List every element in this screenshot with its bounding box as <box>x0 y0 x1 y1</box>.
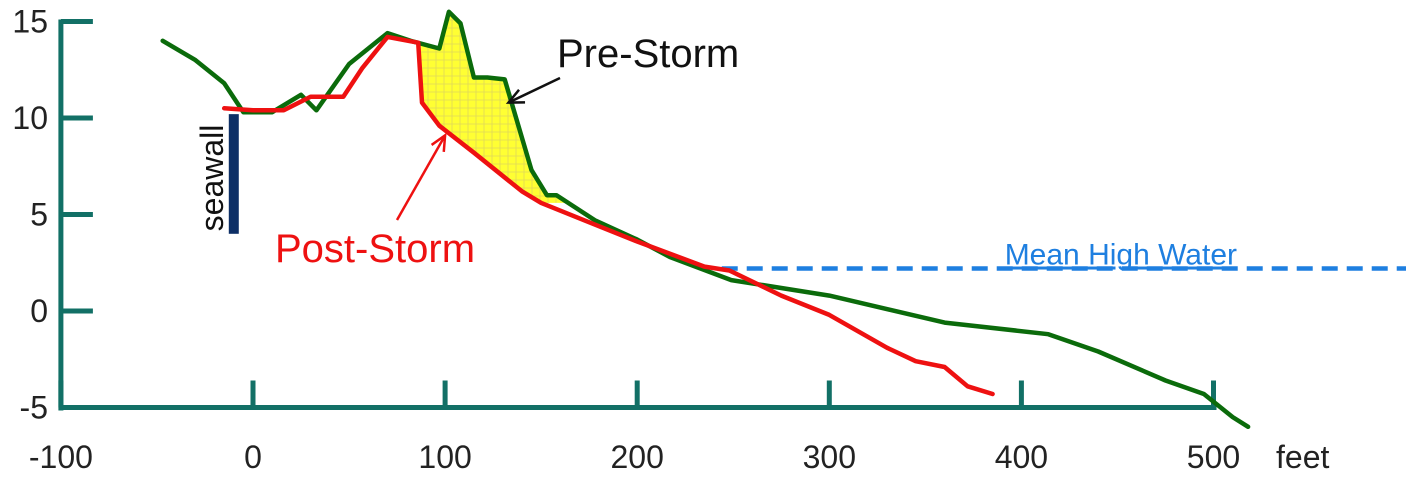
x-tick-label: 500 <box>1187 439 1240 475</box>
y-tick-label: 15 <box>12 4 48 40</box>
x-tick-label: 200 <box>611 439 664 475</box>
post-storm-arrow <box>397 135 445 220</box>
x-tick-label: 400 <box>995 439 1048 475</box>
y-tick-label: 5 <box>30 197 48 233</box>
x-tick-label: 0 <box>244 439 262 475</box>
post-storm-line <box>224 37 992 394</box>
pre-storm-label: Pre-Storm <box>557 32 739 76</box>
y-tick-label: -5 <box>20 390 48 426</box>
pre-storm-arrow <box>508 78 560 103</box>
seawall-label: seawall <box>194 125 230 232</box>
y-tick-label: 0 <box>30 293 48 329</box>
x-tick-label: 100 <box>418 439 471 475</box>
y-tick-label: 10 <box>12 100 48 136</box>
x-tick-label: 300 <box>803 439 856 475</box>
x-unit-label: feet <box>1276 439 1329 475</box>
seawall-bar <box>229 114 239 234</box>
post-storm-label: Post-Storm <box>275 227 475 271</box>
arrow-shaft <box>397 135 445 220</box>
x-tick-label: -100 <box>29 439 93 475</box>
arrow-shaft <box>508 78 560 103</box>
mean-high-water-label: Mean High Water <box>1005 239 1237 272</box>
